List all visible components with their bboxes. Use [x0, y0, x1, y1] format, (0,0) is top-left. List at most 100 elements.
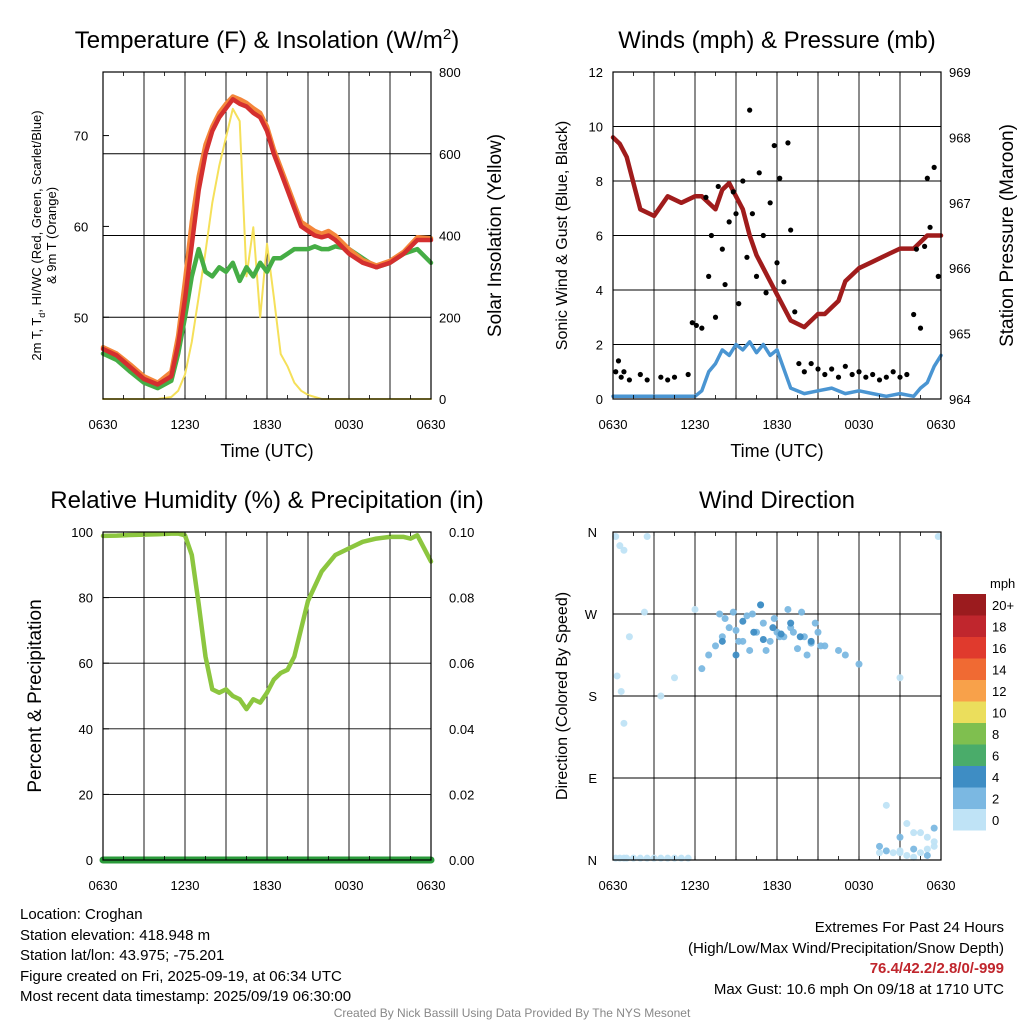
gust-point	[792, 309, 798, 315]
gust-point	[726, 219, 732, 225]
gust-point	[712, 314, 719, 320]
gust-point	[736, 301, 742, 307]
y2-tick-label: 200	[439, 310, 461, 325]
credit-line: Created By Nick Bassill Using Data Provi…	[333, 1006, 691, 1020]
gust-point	[922, 243, 928, 249]
gust-point	[613, 369, 619, 375]
direction-point	[803, 651, 811, 659]
gust-point	[931, 164, 937, 170]
x-tick-label: 0630	[599, 878, 628, 893]
y-tick-label: 0	[596, 392, 603, 407]
gust-point	[883, 374, 889, 380]
legend-unit: mph	[990, 576, 1015, 591]
direction-point	[917, 829, 924, 837]
direction-point	[876, 842, 883, 850]
gust-point	[849, 371, 855, 378]
direction-point	[923, 833, 931, 841]
direction-point	[766, 637, 774, 645]
y2-tick-label: 0.00	[449, 853, 474, 868]
direction-point	[636, 854, 644, 862]
x-tick-label: 1230	[171, 417, 200, 432]
y-tick-label: S	[588, 689, 597, 704]
x-axis-label: Time (UTC)	[220, 441, 313, 461]
x-tick-label: 0630	[927, 878, 956, 893]
direction-point	[750, 628, 758, 636]
direction-point	[684, 854, 692, 862]
direction-point	[798, 608, 806, 616]
direction-point	[735, 637, 743, 645]
x-tick-label: 1230	[681, 878, 710, 893]
y2-tick-label: 800	[439, 65, 461, 80]
y-tick-label: 12	[589, 65, 603, 80]
gust-point	[924, 175, 930, 181]
direction-point	[789, 628, 797, 636]
direction-point	[620, 719, 628, 727]
x-tick-label: 0630	[89, 417, 118, 432]
direction-point	[721, 615, 729, 623]
direction-point	[910, 853, 918, 861]
y2-tick-label: 0.10	[449, 525, 474, 540]
direction-point	[612, 533, 620, 541]
y2-tick-label: 0.04	[449, 722, 474, 737]
y-tick-label: 0	[86, 853, 93, 868]
direction-point	[616, 542, 624, 550]
legend-swatch	[953, 787, 986, 809]
x-tick-label: 0630	[417, 878, 446, 893]
legend-label: 18	[992, 620, 1006, 635]
y2-tick-label: 0	[439, 392, 446, 407]
y-tick-label: 2	[596, 338, 603, 353]
gust-point	[615, 358, 622, 364]
y2-tick-label: 967	[949, 196, 971, 211]
direction-point	[762, 646, 770, 654]
direction-point	[923, 845, 931, 853]
gust-point	[706, 273, 712, 279]
y-tick-label: 10	[589, 120, 603, 135]
direction-point	[716, 610, 724, 618]
direction-point	[725, 624, 733, 632]
direction-point	[917, 849, 924, 857]
direction-point	[910, 845, 918, 853]
gust-point	[781, 279, 787, 285]
x-tick-label: 0030	[335, 878, 364, 893]
direction-point	[748, 610, 756, 618]
legend-label: 4	[992, 770, 999, 785]
x-tick-label: 1830	[253, 878, 282, 893]
legend-label: 8	[992, 727, 999, 742]
direction-point	[896, 849, 904, 857]
gust-point	[747, 107, 753, 113]
y2-axis-label: Station Pressure (Maroon)	[997, 124, 1018, 347]
legend-swatch	[953, 723, 986, 745]
legend-swatch	[953, 637, 986, 659]
legend-label: 16	[992, 641, 1006, 656]
direction-point	[770, 615, 778, 623]
y2-tick-label: 969	[949, 65, 971, 80]
legend-swatch	[953, 615, 986, 637]
y-tick-label: 50	[74, 310, 88, 325]
y2-tick-label: 965	[949, 327, 971, 342]
gust-point	[796, 360, 802, 367]
title-text: Temperature (F) & Insolation (W/m	[75, 27, 443, 54]
legend-label: 0	[992, 813, 999, 828]
y-tick-label: 60	[79, 656, 93, 671]
max-gust: Max Gust: 10.6 mph On 09/18 at 1710 UTC	[713, 980, 1004, 998]
direction-point	[882, 801, 890, 809]
panel-title: Wind Direction	[699, 487, 855, 514]
gust-point	[904, 371, 910, 378]
gust-point	[693, 322, 699, 329]
gust-point	[815, 366, 821, 372]
direction-point	[784, 605, 792, 613]
gust-point	[703, 194, 709, 200]
y-axis-label: Percent & Precipitation	[25, 599, 46, 792]
x-tick-label: 0630	[599, 417, 628, 432]
y-tick-label: 40	[79, 722, 93, 737]
gust-point	[870, 371, 876, 378]
direction-point	[643, 854, 651, 862]
y2-tick-label: 968	[949, 130, 971, 145]
y-tick-label: 4	[596, 283, 603, 298]
gust-point	[722, 281, 728, 288]
x-tick-label: 0030	[845, 878, 874, 893]
legend-swatch	[953, 658, 986, 680]
x-tick-label: 0630	[89, 878, 118, 893]
direction-point	[671, 674, 678, 682]
